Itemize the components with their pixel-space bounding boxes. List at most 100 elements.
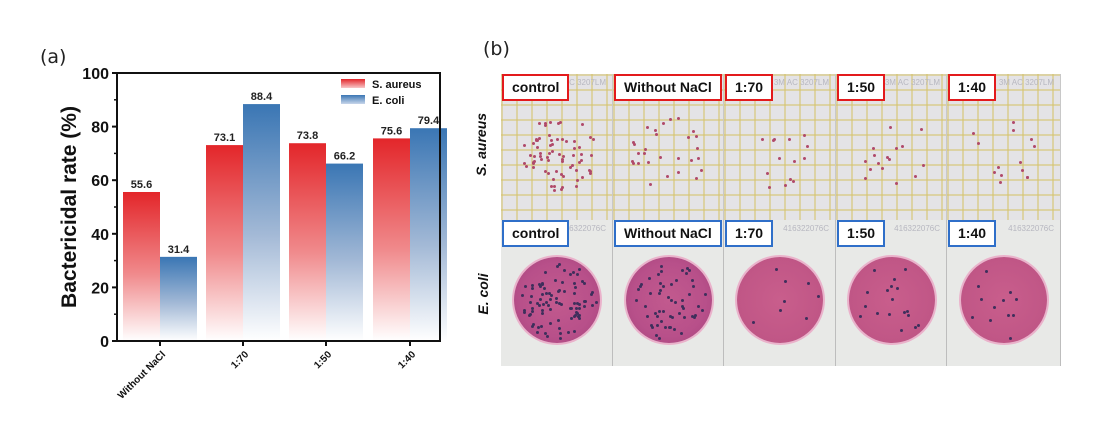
colony-dot — [557, 152, 561, 156]
plate-photos: S. aureus E. coli 3M AC 3207LMcontrol3M … — [473, 74, 1061, 366]
plate-stamp-text: 3M AC 3207LM — [884, 78, 940, 87]
colony-dot — [560, 138, 564, 142]
colony-dot — [688, 293, 692, 297]
colony-dot — [804, 317, 808, 321]
colony-dot — [903, 268, 907, 272]
colony-dot — [650, 326, 654, 330]
plate-tile-e-coli-4: 416322076C 1:40 — [947, 220, 1061, 366]
colony-dot — [654, 129, 658, 133]
colony-dot — [531, 322, 535, 326]
colony-dot — [864, 176, 868, 180]
x-tick-label: 1:70 — [229, 349, 251, 371]
colony-dot — [972, 132, 976, 136]
colony-dot — [649, 183, 653, 187]
colony-dot — [590, 303, 594, 307]
colony-dot — [556, 138, 560, 142]
colony-dot — [541, 308, 545, 312]
colony-dot — [674, 300, 678, 304]
colony-dot — [680, 305, 684, 309]
colony-dot — [538, 122, 542, 126]
colony-dot — [573, 292, 577, 296]
colony-dot — [649, 292, 653, 296]
colony-dot — [887, 312, 891, 316]
colony-dot — [530, 325, 534, 329]
colony-dot — [543, 331, 547, 335]
colony-dot — [544, 121, 548, 125]
colony-dot — [580, 175, 584, 179]
colony-dot — [530, 309, 534, 313]
colony-dot — [536, 302, 539, 306]
x-tick-label: 1:40 — [396, 349, 418, 371]
colony-dot — [536, 145, 540, 149]
colony-dot — [549, 293, 553, 297]
colony-dot — [577, 160, 581, 164]
colony-dot — [539, 158, 543, 162]
colony-dot — [921, 164, 925, 168]
colony-dot — [544, 124, 548, 128]
colony-dot — [589, 172, 592, 176]
colony-dot — [575, 306, 579, 310]
colony-dot — [766, 172, 770, 176]
colony-dot — [792, 180, 796, 184]
colony-dot — [551, 150, 555, 154]
colony-dot — [893, 277, 897, 281]
colony-dot — [566, 330, 570, 334]
colony-dot — [802, 134, 806, 138]
value-label-e-coli-3: 79.4 — [418, 115, 440, 127]
colony-dot — [682, 306, 686, 310]
plate-tag-s-aureus: 1:70 — [725, 74, 774, 101]
colony-dot — [541, 282, 545, 286]
colony-dot — [685, 271, 689, 275]
colony-dot — [662, 285, 666, 289]
colony-dot — [1020, 168, 1024, 172]
row-label-e-coli: E. coli — [475, 273, 491, 315]
colony-dot — [669, 315, 673, 319]
bar-e-coli-1 — [243, 104, 280, 341]
colony-dot — [538, 284, 542, 288]
colony-dot — [1002, 298, 1006, 302]
colony-dot — [576, 312, 580, 315]
colony-dot — [575, 169, 579, 173]
colony-dot — [559, 303, 563, 307]
colony-dot — [691, 279, 695, 283]
colony-dot — [543, 270, 547, 274]
colony-dot — [565, 139, 569, 143]
bars-layer — [123, 104, 447, 341]
colony-dot — [661, 310, 665, 314]
bar-chart: 55.6 73.1 73.8 75.6 31.4 88.4 66.2 79.4 0 20 40 60… — [58, 66, 447, 401]
colony-dot — [654, 312, 657, 316]
colony-dot — [557, 318, 561, 322]
colony-dot — [546, 304, 550, 308]
colony-dot — [589, 169, 593, 173]
plate-tile-e-coli-0: 416322076C control — [501, 220, 613, 366]
colony-dot — [659, 319, 663, 323]
colony-dot — [558, 301, 562, 305]
colony-dot — [1030, 137, 1034, 141]
colony-dot — [888, 157, 892, 161]
colony-dot — [577, 315, 581, 319]
colony-dot — [552, 178, 556, 182]
colony-dot — [784, 280, 788, 284]
colony-dot — [680, 269, 684, 273]
bar-s-aureus-0 — [123, 191, 160, 341]
colony-dot — [571, 154, 575, 158]
colony-dot — [570, 317, 574, 321]
colony-dot — [577, 316, 581, 320]
colony-dot — [560, 158, 564, 162]
plate-tag-s-aureus: 1:40 — [948, 74, 997, 101]
y-tick-label: 0 — [100, 334, 109, 351]
colony-dot — [561, 154, 565, 158]
colony-dot — [664, 326, 668, 330]
colony-dot — [1011, 128, 1015, 132]
colony-dot — [558, 327, 562, 331]
colony-dot — [654, 132, 658, 136]
colony-dot — [643, 151, 647, 155]
colony-dot — [551, 143, 555, 147]
colony-dot — [552, 185, 556, 188]
colony-dot — [1032, 144, 1036, 148]
petri-dish — [848, 257, 935, 343]
colony-dot — [578, 313, 582, 317]
colony-dot — [696, 147, 700, 151]
colony-dot — [636, 287, 640, 291]
plate-stamp-text: 416322076C — [560, 224, 606, 233]
